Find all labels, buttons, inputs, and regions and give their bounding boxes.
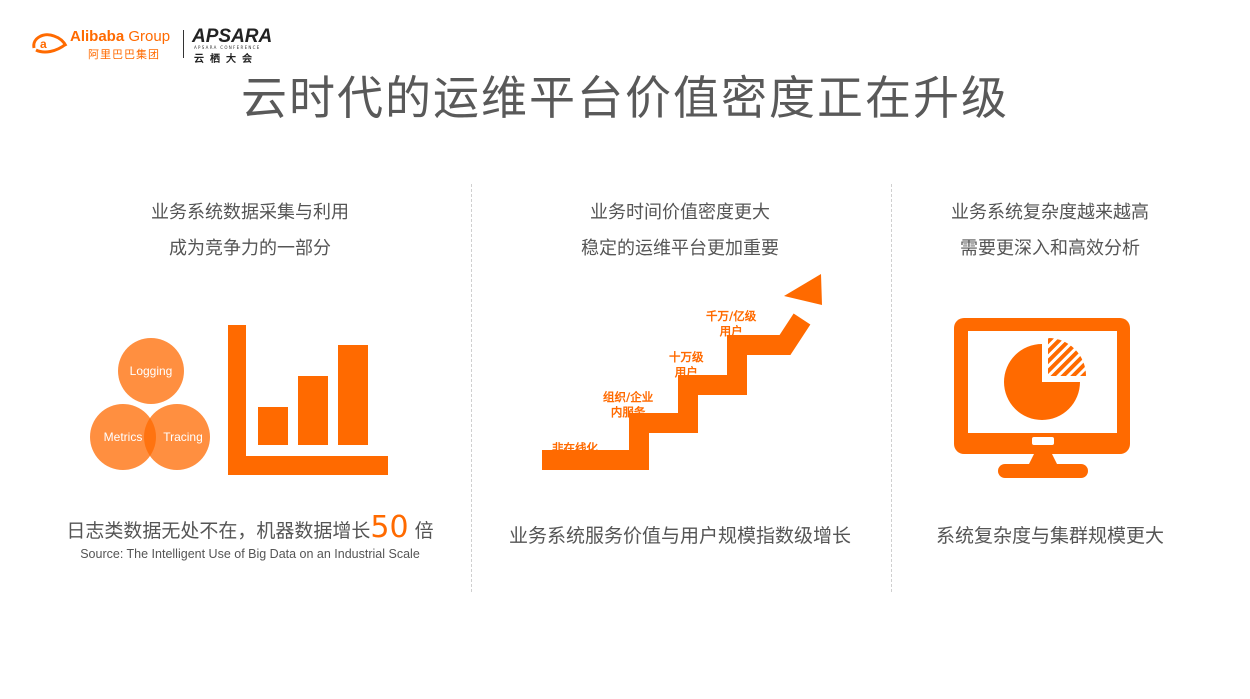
alibaba-smile-icon: a — [32, 33, 68, 54]
source-citation: Source: The Intelligent Use of Big Data … — [80, 547, 420, 561]
column-2-line2: 稳定的运维平台更加重要 — [581, 238, 779, 259]
column-3-heading: 业务系统复杂度越来越高 需要更深入和高效分析 — [900, 195, 1200, 267]
svg-text:a: a — [40, 37, 47, 51]
column-2-line1: 业务时间价值密度更大 — [590, 202, 770, 223]
column-divider-2 — [891, 184, 892, 592]
column-2-heading: 业务时间价值密度更大 稳定的运维平台更加重要 — [480, 195, 880, 267]
step-label-3: 十万级 用户 — [669, 350, 704, 379]
apsara-logo: APSARA APSARA CONFERENCE 云栖大会 — [192, 26, 287, 65]
step-label-1: 非在线化 — [552, 441, 598, 455]
step-label-4: 千万/亿级 用户 — [706, 309, 757, 338]
column-3-line2: 需要更深入和高效分析 — [960, 238, 1140, 259]
step-label-2: 组织/企业 内服务 — [603, 390, 654, 419]
growth-staircase-arrow-icon — [542, 274, 822, 470]
alibaba-group-logo: a Alibaba Group 阿里巴巴集团 — [30, 26, 180, 62]
column-divider-1 — [471, 184, 472, 592]
apsara-logo-sub: APSARA CONFERENCE — [194, 45, 261, 50]
column-2-footer: 业务系统服务价值与用户规模指数级增长 — [508, 525, 851, 547]
column-1-heading: 业务系统数据采集与利用 成为竞争力的一部分 — [60, 195, 440, 267]
page-title: 云时代的运维平台价值密度正在升级 — [241, 71, 1009, 125]
circle-logging: Logging — [118, 338, 184, 404]
column-3-line1: 业务系统复杂度越来越高 — [951, 202, 1149, 223]
column-1-footer: 日志类数据无处不在，机器数据增长50 倍 — [66, 510, 434, 545]
alibaba-logo-word: Alibaba Group — [70, 28, 171, 45]
bar-chart-icon — [228, 325, 388, 475]
monitor-pie-chart-icon — [954, 318, 1130, 478]
alibaba-logo-cn: 阿里巴巴集团 — [88, 48, 160, 61]
column-3-footer: 系统复杂度与集群规模更大 — [935, 525, 1164, 547]
column-1-line1: 业务系统数据采集与利用 — [151, 202, 349, 223]
circle-tracing: Tracing — [144, 404, 210, 470]
column-1-line2: 成为竞争力的一部分 — [169, 238, 331, 259]
growth-number: 50 — [370, 510, 409, 545]
apsara-logo-cn: 云栖大会 — [194, 54, 258, 65]
logo-divider — [183, 30, 184, 58]
apsara-logo-word: APSARA — [192, 26, 273, 47]
